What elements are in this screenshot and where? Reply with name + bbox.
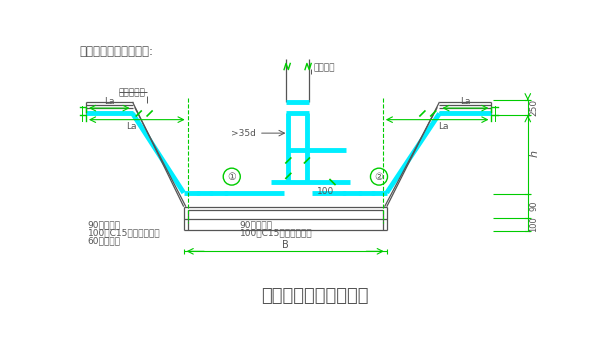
Text: 100厚C15素混凝土垫层: 100厚C15素混凝土垫层 [239,228,312,237]
Text: B: B [282,240,289,250]
Text: 100厚C15素混凝土垫层: 100厚C15素混凝土垫层 [88,228,160,237]
Text: 100: 100 [529,216,538,232]
Text: La: La [438,122,448,131]
Text: h: h [529,150,539,157]
Text: 100: 100 [317,187,334,196]
Text: La: La [126,122,136,131]
Text: 详防水底板: 详防水底板 [119,88,146,97]
Text: 250: 250 [529,99,538,116]
Text: 独立基础与防水板连接:: 独立基础与防水板连接: [80,45,154,58]
Text: 独基与防潮板交接大样: 独基与防潮板交接大样 [261,287,368,305]
Text: 同柱配筋: 同柱配筋 [313,64,335,73]
Text: 90厚防水层: 90厚防水层 [239,221,273,230]
Text: La: La [460,97,471,106]
Text: ①: ① [227,172,236,181]
Text: ②: ② [375,172,383,181]
Text: 90厚防水层: 90厚防水层 [88,221,120,230]
Text: 90: 90 [529,201,538,211]
Text: La: La [104,97,115,106]
Text: 60厚聚苯板: 60厚聚苯板 [88,236,120,245]
Text: >35d: >35d [231,129,256,138]
